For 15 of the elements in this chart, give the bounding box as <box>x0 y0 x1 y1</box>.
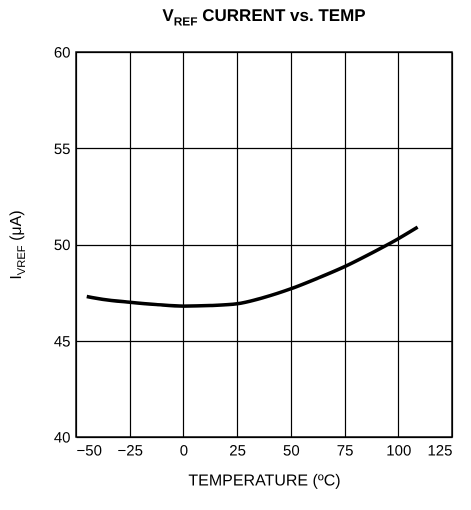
y-tick-label: 50 <box>54 237 70 254</box>
x-tick-label: 125 <box>427 442 452 460</box>
x-tick-label: −50 <box>76 442 102 460</box>
x-tick-label: 0 <box>180 442 188 460</box>
x-tick-label: 100 <box>386 442 412 460</box>
chart-title: V$_{REF}$ CURRENT vs. TEMP <box>161 6 367 28</box>
x-tick-label: 75 <box>336 442 354 460</box>
y-tick-label: 40 <box>54 430 70 446</box>
x-tick-label: 25 <box>229 442 246 460</box>
y-tick-label: 60 <box>54 44 70 62</box>
x-tick-label: −25 <box>117 442 143 460</box>
x-axis-title: TEMPERATURE (ºC) <box>188 472 341 490</box>
y-tick-label: 55 <box>54 140 70 158</box>
y-tick-label: 45 <box>54 333 70 350</box>
x-tick-label: 50 <box>283 442 300 460</box>
